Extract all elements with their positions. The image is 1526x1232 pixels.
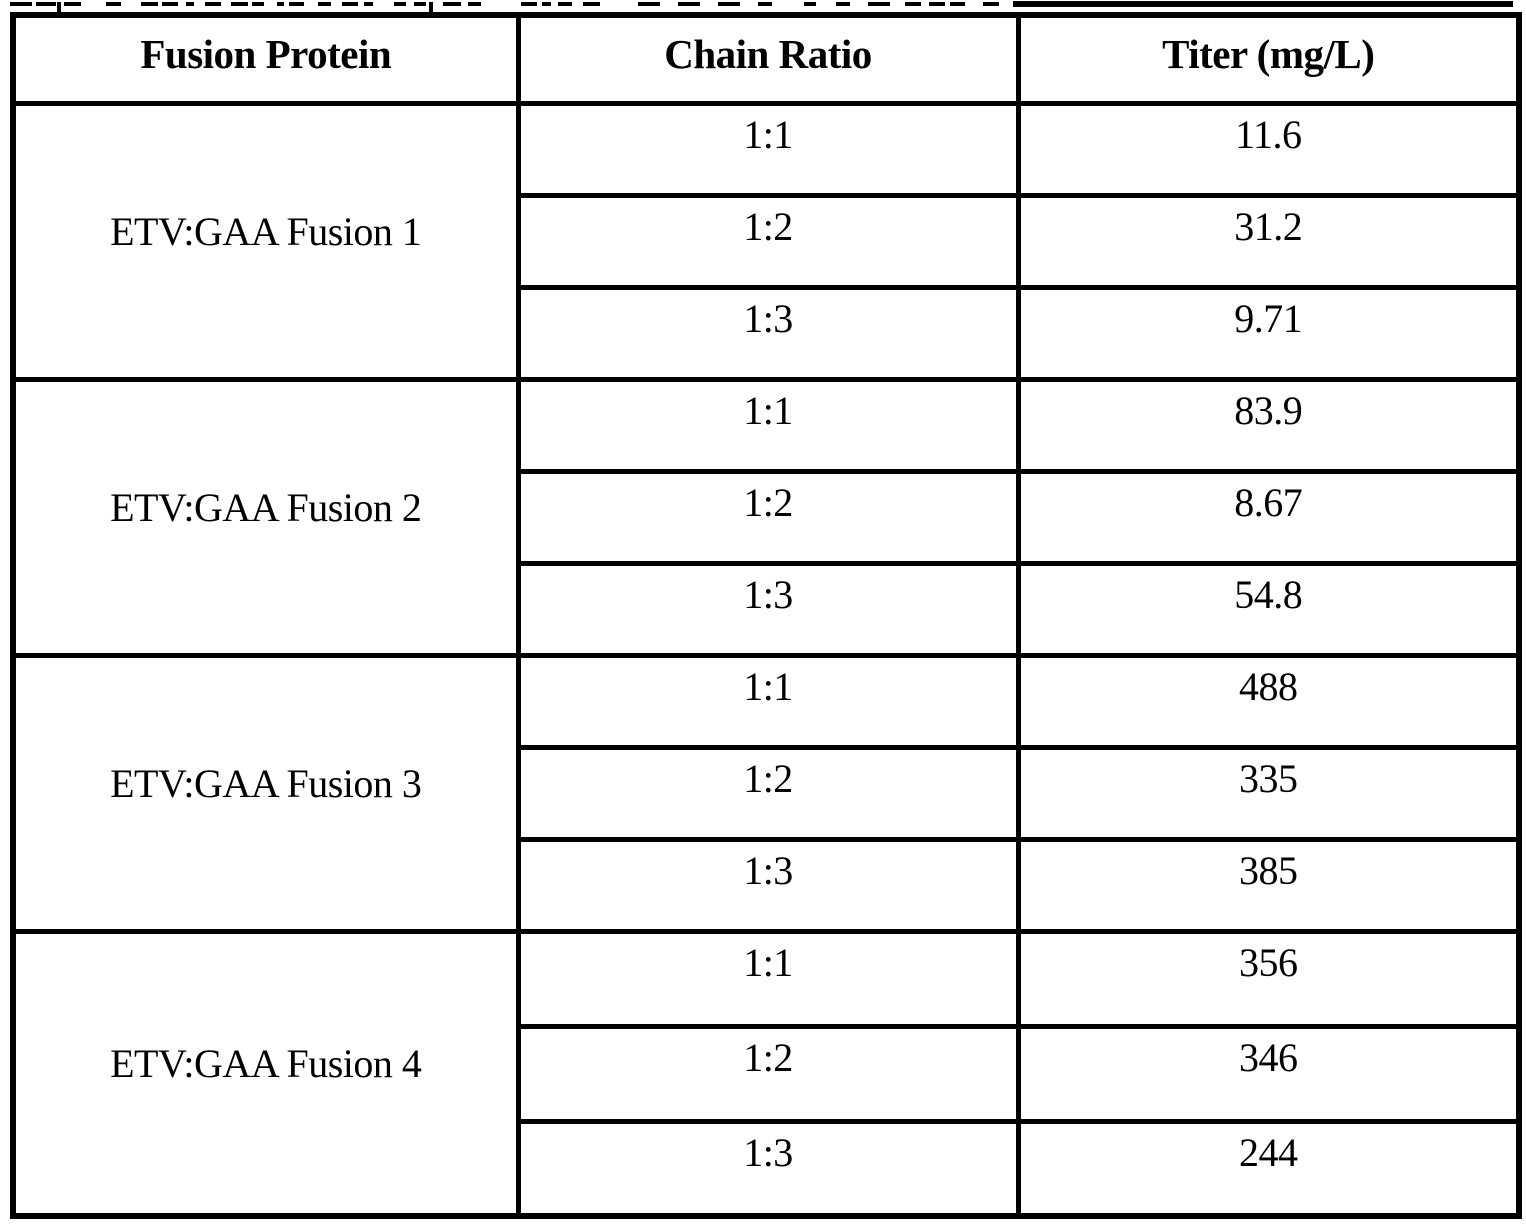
titer-cell: 11.6 xyxy=(1015,100,1522,198)
column-header-fusion-protein: Fusion Protein xyxy=(10,12,521,106)
titer-cell: 488 xyxy=(1015,652,1522,750)
text-fragment-mark xyxy=(57,2,61,13)
text-fragment-mark xyxy=(521,2,537,6)
text-fragment-mark xyxy=(718,2,740,6)
chain-ratio-cell: 1:2 xyxy=(515,468,1021,566)
table-row: 1:3 54.8 xyxy=(13,560,1522,658)
text-fragment-mark xyxy=(983,2,999,6)
titer-cell: 335 xyxy=(1015,744,1522,842)
column-header-titer: Titer (mg/L) xyxy=(1015,12,1522,106)
text-fragment-mark xyxy=(318,2,331,6)
titer-cell: 385 xyxy=(1015,836,1522,934)
cropped-text-line xyxy=(0,0,1526,14)
chain-ratio-cell: 1:1 xyxy=(515,376,1021,474)
table-row: ETV:GAA Fusion 4 1:1 356 xyxy=(10,928,1522,1219)
titer-cell: 356 xyxy=(1015,928,1522,1029)
table-row: 1:3 385 xyxy=(13,836,1522,934)
cropped-line-artifact xyxy=(1013,1,1513,7)
table-row: ETV:GAA Fusion 3 1:1 488 xyxy=(10,652,1522,934)
text-fragment-mark xyxy=(638,2,660,6)
titer-cell: 346 xyxy=(1015,1023,1522,1124)
text-fragment-mark xyxy=(468,2,481,6)
text-fragment-mark xyxy=(64,2,81,6)
text-fragment-mark xyxy=(583,2,600,6)
text-fragment-mark xyxy=(758,2,772,6)
titer-cell: 8.67 xyxy=(1015,468,1522,566)
text-fragment-mark xyxy=(414,2,426,6)
text-fragment-mark xyxy=(929,2,945,6)
chain-ratio-cell: 1:1 xyxy=(515,928,1021,1029)
chain-ratio-cell: 1:1 xyxy=(515,652,1021,750)
fusion-protein-titer-table: Fusion Protein Chain Ratio Titer (mg/L) … xyxy=(10,12,1522,1219)
titer-cell: 9.71 xyxy=(1015,284,1522,382)
titer-cell: 31.2 xyxy=(1015,192,1522,290)
fusion-protein-cell: ETV:GAA Fusion 3 xyxy=(10,652,521,934)
titer-cell: 54.8 xyxy=(1015,560,1522,658)
chain-ratio-cell: 1:2 xyxy=(515,1023,1021,1124)
text-fragment-mark xyxy=(836,2,850,6)
text-fragment-mark xyxy=(364,2,373,6)
column-header-chain-ratio: Chain Ratio xyxy=(515,12,1021,106)
text-fragment-mark xyxy=(542,2,551,6)
text-fragment-mark xyxy=(868,2,890,6)
chain-ratio-cell: 1:1 xyxy=(515,100,1021,198)
text-fragment-mark xyxy=(106,2,121,6)
titer-cell: 244 xyxy=(1015,1118,1522,1219)
chain-ratio-cell: 1:3 xyxy=(515,560,1021,658)
text-fragment-mark xyxy=(342,2,358,6)
text-fragment-mark xyxy=(804,2,816,6)
text-fragment-mark xyxy=(950,2,965,6)
chain-ratio-cell: 1:3 xyxy=(515,284,1021,382)
text-fragment-mark xyxy=(10,2,32,6)
table-row: 1:2 346 xyxy=(13,1023,1522,1124)
chain-ratio-cell: 1:3 xyxy=(515,836,1021,934)
text-fragment-mark xyxy=(394,2,406,6)
fusion-protein-cell: ETV:GAA Fusion 4 xyxy=(10,928,521,1219)
table-row: ETV:GAA Fusion 1 1:1 11.6 xyxy=(10,100,1522,382)
text-fragment-mark xyxy=(252,2,264,6)
text-fragment-mark xyxy=(141,2,158,6)
table-row: 1:3 244 xyxy=(13,1118,1522,1219)
table-row: 1:2 335 xyxy=(13,744,1522,842)
chain-ratio-cell: 1:2 xyxy=(515,744,1021,842)
text-fragment-mark xyxy=(162,2,178,6)
text-fragment-mark xyxy=(36,2,56,6)
text-fragment-mark xyxy=(186,2,194,6)
header-row: Fusion Protein Chain Ratio Titer (mg/L) xyxy=(10,12,1522,106)
table-row: 1:3 9.71 xyxy=(13,284,1522,382)
table-row: 1:2 31.2 xyxy=(13,192,1522,290)
text-fragment-mark xyxy=(558,2,572,6)
text-fragment-mark xyxy=(289,2,304,6)
text-fragment-mark xyxy=(429,2,433,13)
table-row: 1:2 8.67 xyxy=(13,468,1522,566)
fusion-protein-cell: ETV:GAA Fusion 2 xyxy=(10,376,521,658)
text-fragment-mark xyxy=(231,2,248,6)
titer-cell: 83.9 xyxy=(1015,376,1522,474)
text-fragment-mark xyxy=(678,2,700,6)
table-row: ETV:GAA Fusion 2 1:1 83.9 xyxy=(10,376,1522,658)
text-fragment-mark xyxy=(905,2,921,6)
chain-ratio-cell: 1:3 xyxy=(515,1118,1021,1219)
chain-ratio-cell: 1:2 xyxy=(515,192,1021,290)
fusion-protein-cell: ETV:GAA Fusion 1 xyxy=(10,100,521,382)
text-fragment-mark xyxy=(277,2,284,6)
text-fragment-mark xyxy=(205,2,221,6)
text-fragment-mark xyxy=(443,2,461,6)
